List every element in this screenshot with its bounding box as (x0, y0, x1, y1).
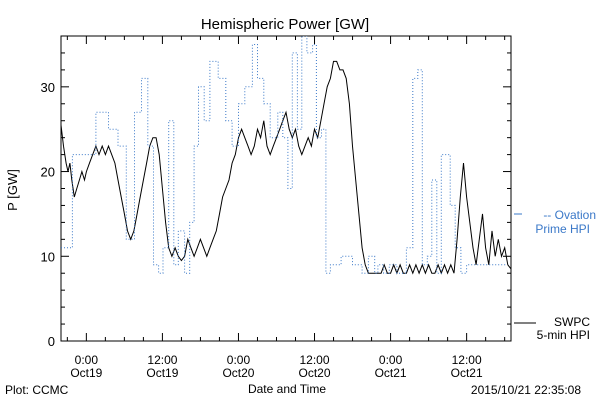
y-axis-label: P [GW] (5, 169, 20, 211)
legend-ovation-label-2: Prime HPI (535, 222, 590, 236)
legend-ovation-label-1: -- Ovation (543, 208, 596, 222)
x-tick-label-time: 0:00 (75, 353, 99, 367)
y-tick-label: 30 (41, 80, 55, 95)
plot-frame (60, 35, 512, 342)
x-tick-label-date: Oct21 (451, 366, 483, 380)
x-tick-label-date: Oct21 (375, 366, 407, 380)
x-tick-label-date: Oct19 (70, 366, 102, 380)
series-ovation-prime-hpi (61, 36, 508, 274)
series-layer (61, 36, 511, 275)
legend-swpc-label-1: SWPC (554, 315, 590, 329)
x-tick-label-time: 0:00 (227, 353, 251, 367)
x-tick-label-time: 0:00 (379, 353, 403, 367)
y-tick-label: 0 (48, 334, 55, 349)
x-tick-label-time: 12:00 (300, 353, 330, 367)
y-axis: 0 10 20 30 (41, 35, 511, 349)
x-tick-label-date: Oct19 (146, 366, 178, 380)
x-axis: 0:00Oct1912:00Oct190:00Oct2012:00Oct200:… (66, 36, 506, 380)
x-tick-label-time: 12:00 (147, 353, 177, 367)
x-tick-label-date: Oct20 (222, 366, 254, 380)
legend-swpc-label-2: 5-min HPI (537, 328, 590, 342)
series-swpc-5-min-hpi (61, 60, 511, 275)
y-tick-label: 10 (41, 249, 55, 264)
footer-plot-credit: Plot: CCMC (5, 383, 69, 397)
x-axis-label: Date and Time (248, 382, 326, 396)
chart-title: Hemispheric Power [GW] (201, 16, 369, 33)
footer-timestamp: 2015/10/21 22:35:08 (471, 383, 581, 397)
x-tick-label-date: Oct20 (299, 366, 331, 380)
y-tick-label: 20 (41, 165, 55, 180)
x-tick-label-time: 12:00 (452, 353, 482, 367)
